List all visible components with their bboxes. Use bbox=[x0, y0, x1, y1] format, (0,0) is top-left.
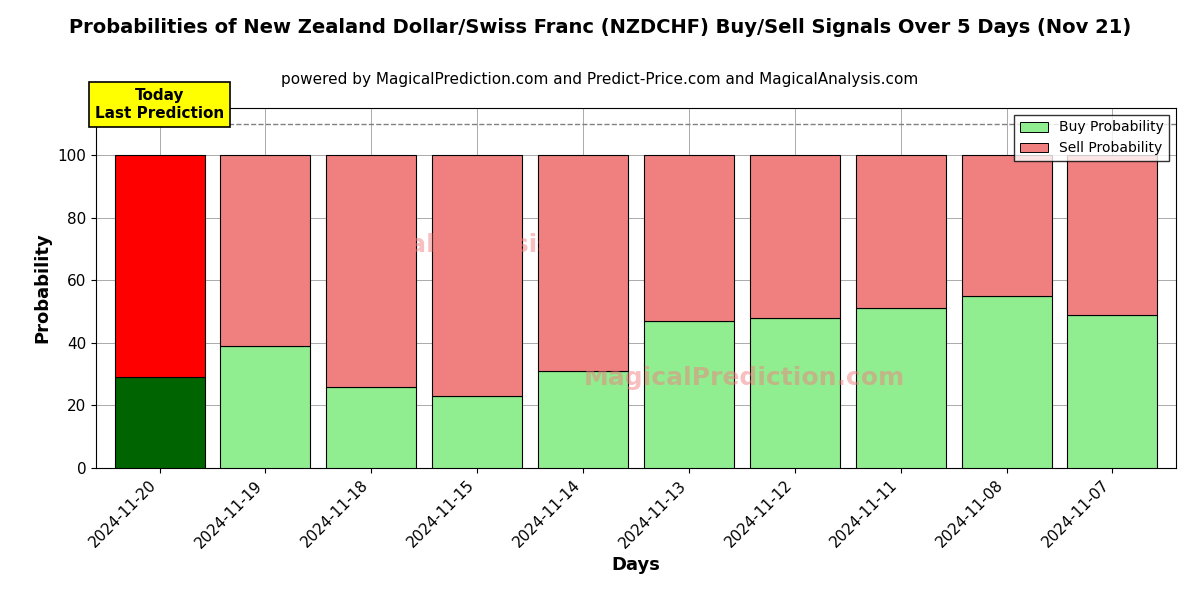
Bar bbox=[221, 155, 311, 346]
Bar bbox=[1068, 314, 1158, 468]
Bar bbox=[750, 318, 840, 468]
Text: powered by MagicalPrediction.com and Predict-Price.com and MagicalAnalysis.com: powered by MagicalPrediction.com and Pre… bbox=[281, 72, 919, 87]
Bar bbox=[644, 321, 734, 468]
X-axis label: Days: Days bbox=[612, 556, 660, 574]
Bar bbox=[750, 155, 840, 318]
Bar bbox=[432, 155, 522, 396]
Bar bbox=[538, 371, 628, 468]
Bar bbox=[538, 155, 628, 371]
Bar bbox=[432, 396, 522, 468]
Bar bbox=[856, 308, 946, 468]
Bar bbox=[326, 386, 416, 468]
Bar bbox=[221, 346, 311, 468]
Bar bbox=[644, 155, 734, 321]
Bar bbox=[114, 377, 204, 468]
Bar bbox=[326, 155, 416, 386]
Bar bbox=[856, 155, 946, 308]
Text: Probabilities of New Zealand Dollar/Swiss Franc (NZDCHF) Buy/Sell Signals Over 5: Probabilities of New Zealand Dollar/Swis… bbox=[68, 18, 1132, 37]
Bar bbox=[1068, 155, 1158, 314]
Text: Today
Last Prediction: Today Last Prediction bbox=[95, 88, 224, 121]
Legend: Buy Probability, Sell Probability: Buy Probability, Sell Probability bbox=[1014, 115, 1169, 161]
Text: MagicalPrediction.com: MagicalPrediction.com bbox=[583, 366, 905, 390]
Bar bbox=[114, 155, 204, 377]
Text: MagicalAnalysis.com: MagicalAnalysis.com bbox=[328, 233, 620, 257]
Y-axis label: Probability: Probability bbox=[34, 233, 52, 343]
Bar bbox=[961, 155, 1051, 296]
Bar bbox=[961, 296, 1051, 468]
